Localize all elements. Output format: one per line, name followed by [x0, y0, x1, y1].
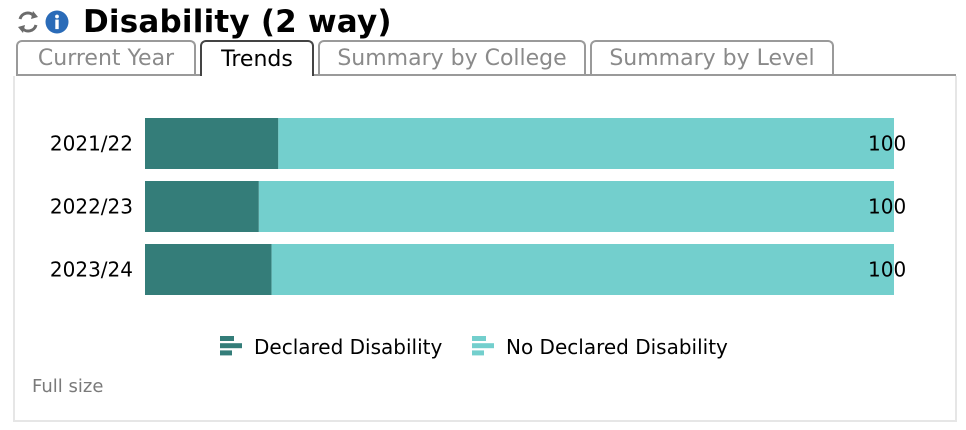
legend-item-no-declared-disability[interactable]: No Declared Disability [472, 335, 728, 359]
category-label: 2021/22 [50, 132, 133, 156]
tab-trends[interactable]: Trends [200, 40, 314, 76]
bar-declared-disability [145, 181, 259, 232]
category-label: 2022/23 [50, 195, 133, 219]
bar-no-declared-disability [258, 181, 894, 232]
legend-bar-icon [472, 336, 494, 356]
tab-bar-divider [16, 74, 956, 76]
chart-panel: 2021/22 100 2022/23 100 2023/24 100 Declared D… [13, 76, 957, 422]
refresh-icon[interactable] [16, 10, 40, 34]
bar-declared-disability [145, 244, 272, 295]
bar-total-label: 100 [868, 258, 906, 282]
legend-label: Declared Disability [254, 335, 442, 359]
legend-bar-icon [220, 336, 242, 356]
tab-summary-by-level[interactable]: Summary by Level [590, 40, 834, 74]
category-label: 2023/24 [50, 258, 133, 282]
bar-no-declared-disability [278, 118, 894, 169]
tab-bar: Current Year Trends Summary by College S… [16, 40, 956, 76]
chart-header: Disability (2 way) [16, 4, 392, 40]
stacked-bar-chart: 2021/22 100 2022/23 100 2023/24 100 Declared D… [50, 118, 906, 359]
info-icon[interactable] [45, 10, 69, 34]
bar-total-label: 100 [868, 132, 906, 156]
legend-item-declared-disability[interactable]: Declared Disability [220, 335, 442, 359]
full-size-link[interactable]: Full size [32, 376, 104, 397]
legend-label: No Declared Disability [506, 335, 728, 359]
page-title: Disability (2 way) [83, 4, 392, 40]
tab-summary-by-college[interactable]: Summary by College [318, 40, 586, 74]
bar-total-label: 100 [868, 195, 906, 219]
bar-declared-disability [145, 118, 279, 169]
bar-no-declared-disability [271, 244, 894, 295]
tab-current-year[interactable]: Current Year [16, 40, 196, 74]
